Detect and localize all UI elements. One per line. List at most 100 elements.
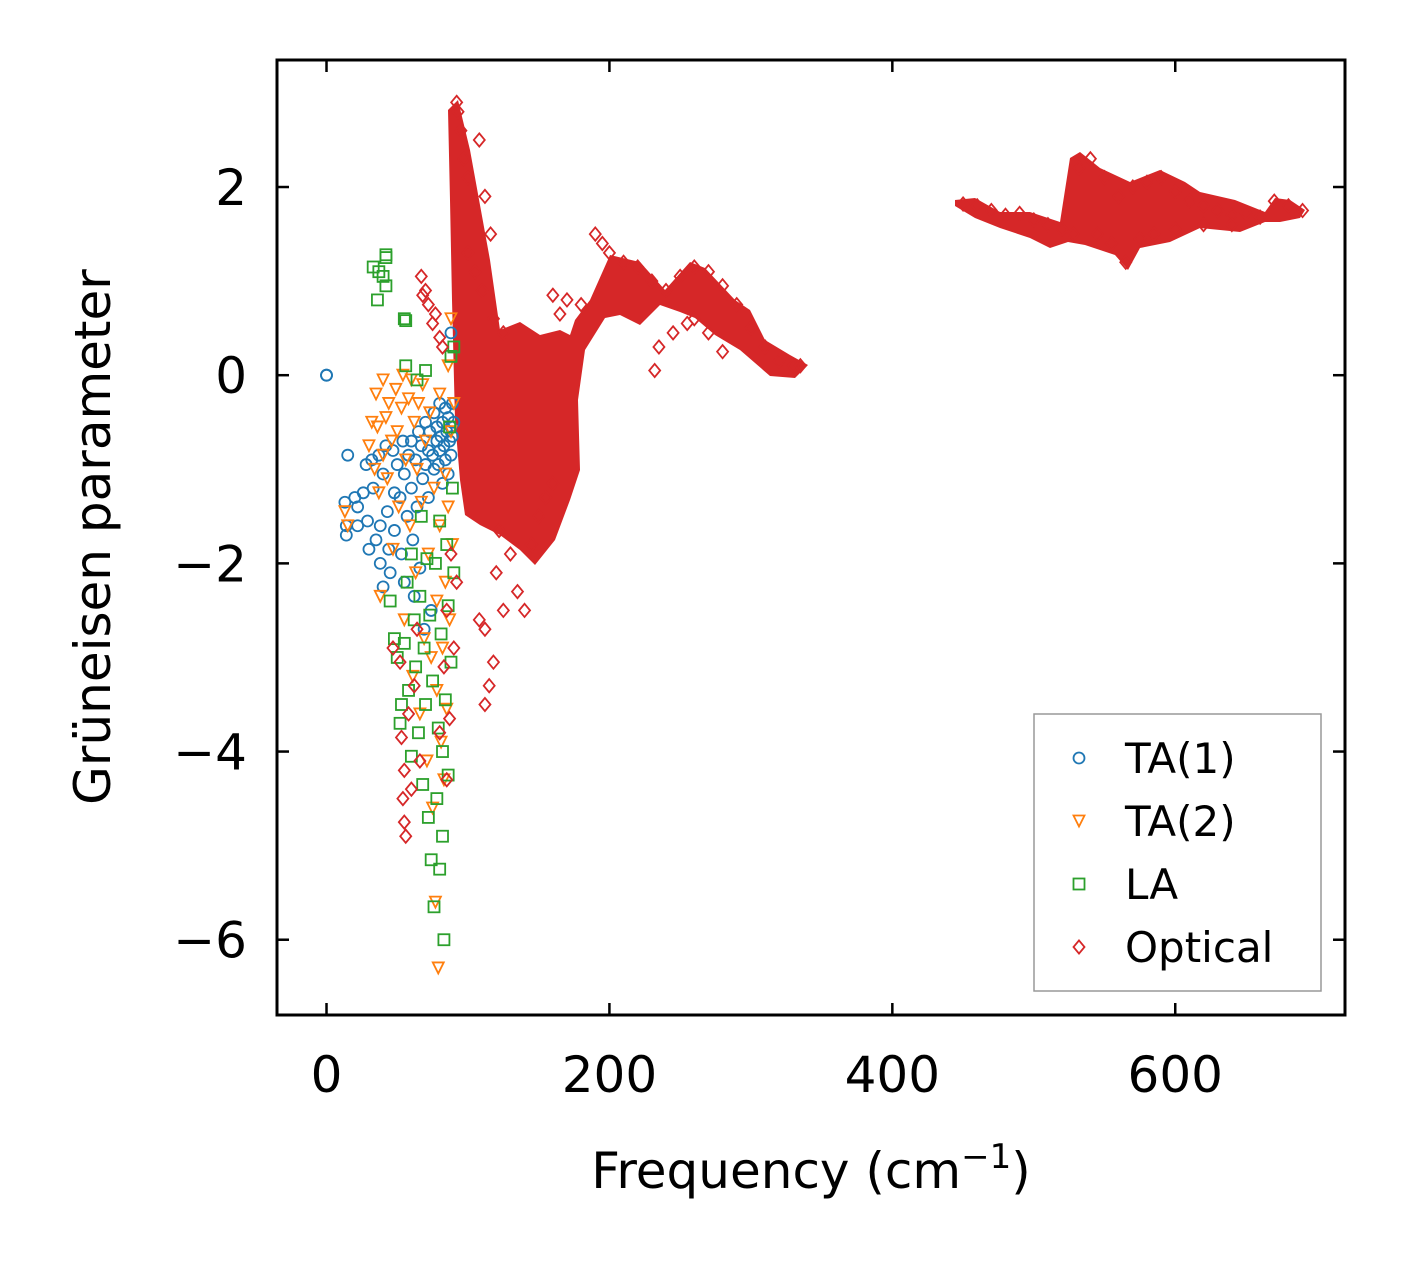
la-point	[399, 359, 413, 373]
optical-point	[673, 268, 687, 285]
ta-2-point	[337, 505, 352, 520]
ta-2-point	[373, 589, 388, 604]
optical-point	[414, 268, 428, 285]
optical-point	[553, 306, 567, 323]
ta-2-point	[425, 801, 440, 816]
ta-2-point	[380, 472, 395, 487]
ta-2-point	[419, 754, 434, 769]
y-axis-ticks: −6 −4 −2 0 2	[173, 159, 1345, 970]
ta-1-point	[356, 486, 370, 500]
ta-1-point	[416, 472, 430, 486]
legend-la-label: LA	[1125, 860, 1178, 909]
ta-2-point	[384, 434, 399, 449]
la-point	[434, 627, 448, 641]
optical-point	[956, 195, 970, 212]
la-point	[395, 698, 408, 711]
ta-2-point	[432, 387, 447, 402]
legend-optical-marker	[1072, 938, 1086, 956]
optical-point	[496, 602, 511, 619]
la-point	[443, 420, 456, 434]
la-point	[429, 556, 442, 570]
optical-point	[482, 677, 496, 694]
optical-point	[602, 244, 617, 261]
optical-point	[517, 602, 532, 619]
optical-band-low	[448, 100, 808, 565]
optical-point	[730, 296, 744, 313]
optical-point	[1295, 202, 1310, 219]
optical-point	[418, 282, 433, 299]
ta-2-point	[441, 500, 456, 515]
optical-point	[1147, 226, 1161, 243]
la-point	[433, 514, 447, 528]
ta-2-point	[378, 411, 393, 426]
ta-2-point	[438, 575, 453, 590]
optical-point	[397, 762, 411, 779]
optical-point	[1072, 160, 1086, 177]
optical-point	[440, 771, 454, 788]
la-point	[400, 575, 414, 589]
x-axis-ticks: 0 200 400 600	[311, 60, 1223, 1104]
ta-2-point	[391, 500, 406, 515]
ta-2-point	[407, 415, 422, 430]
la-point	[441, 768, 455, 782]
optical-point	[595, 235, 610, 252]
optical-point	[461, 244, 475, 261]
optical-point	[1253, 209, 1267, 226]
optical-point	[1055, 221, 1069, 238]
optical-point	[461, 169, 475, 186]
optical-point	[437, 658, 451, 675]
ta-1-point	[388, 524, 401, 537]
ta-1-point	[383, 566, 397, 580]
ta-2-point	[371, 486, 386, 501]
optical-point	[428, 306, 443, 323]
la-point	[379, 279, 393, 293]
optical-point	[744, 320, 758, 337]
optical-point	[394, 729, 409, 746]
optical-point	[449, 574, 464, 591]
ta-1-point	[351, 500, 365, 514]
ta-2-point	[398, 453, 413, 468]
optical-point	[421, 296, 436, 313]
optical-point	[401, 705, 416, 722]
ta-1-point	[417, 622, 431, 636]
ta-1-point	[361, 514, 374, 528]
optical-point	[1196, 197, 1211, 214]
ta-2-point	[441, 359, 456, 374]
ta-2-point	[410, 462, 424, 477]
optical-point	[1041, 216, 1055, 233]
legend-la-marker	[1072, 877, 1086, 891]
ta-2-point	[361, 439, 376, 454]
optical-point	[454, 122, 468, 139]
scatter-markers	[320, 94, 1310, 976]
optical-point	[648, 362, 662, 379]
optical-point	[442, 710, 457, 727]
ta-1-point	[362, 542, 376, 556]
ta-1-point	[380, 505, 394, 519]
la-point	[416, 778, 430, 791]
optical-point	[1281, 197, 1296, 214]
ta-2-point	[435, 641, 450, 656]
ta-1-point	[338, 495, 352, 509]
ta-1-point	[400, 509, 414, 523]
optical-point	[1104, 235, 1119, 252]
la-point	[397, 636, 411, 650]
optical-point	[503, 545, 518, 562]
ta-2-point	[403, 519, 417, 534]
la-point	[383, 594, 397, 608]
optical-point	[1239, 205, 1253, 222]
la-point	[444, 349, 458, 363]
optical-point	[457, 150, 471, 167]
y-axis-label: Grüneisen parameter	[64, 269, 122, 805]
la-point	[409, 660, 423, 674]
la-point	[419, 698, 432, 711]
ta-1-point	[395, 547, 408, 561]
x-axis-label-main: Frequency (cm	[591, 1142, 961, 1200]
optical-point	[701, 324, 716, 341]
optical-point	[449, 94, 464, 111]
ta-2-point	[446, 397, 461, 411]
optical-point	[413, 752, 427, 769]
la-point	[417, 641, 431, 655]
x-tick-label: 400	[845, 1046, 940, 1104]
ta-1-point	[320, 368, 333, 382]
plot-frame	[275, 58, 1347, 1017]
